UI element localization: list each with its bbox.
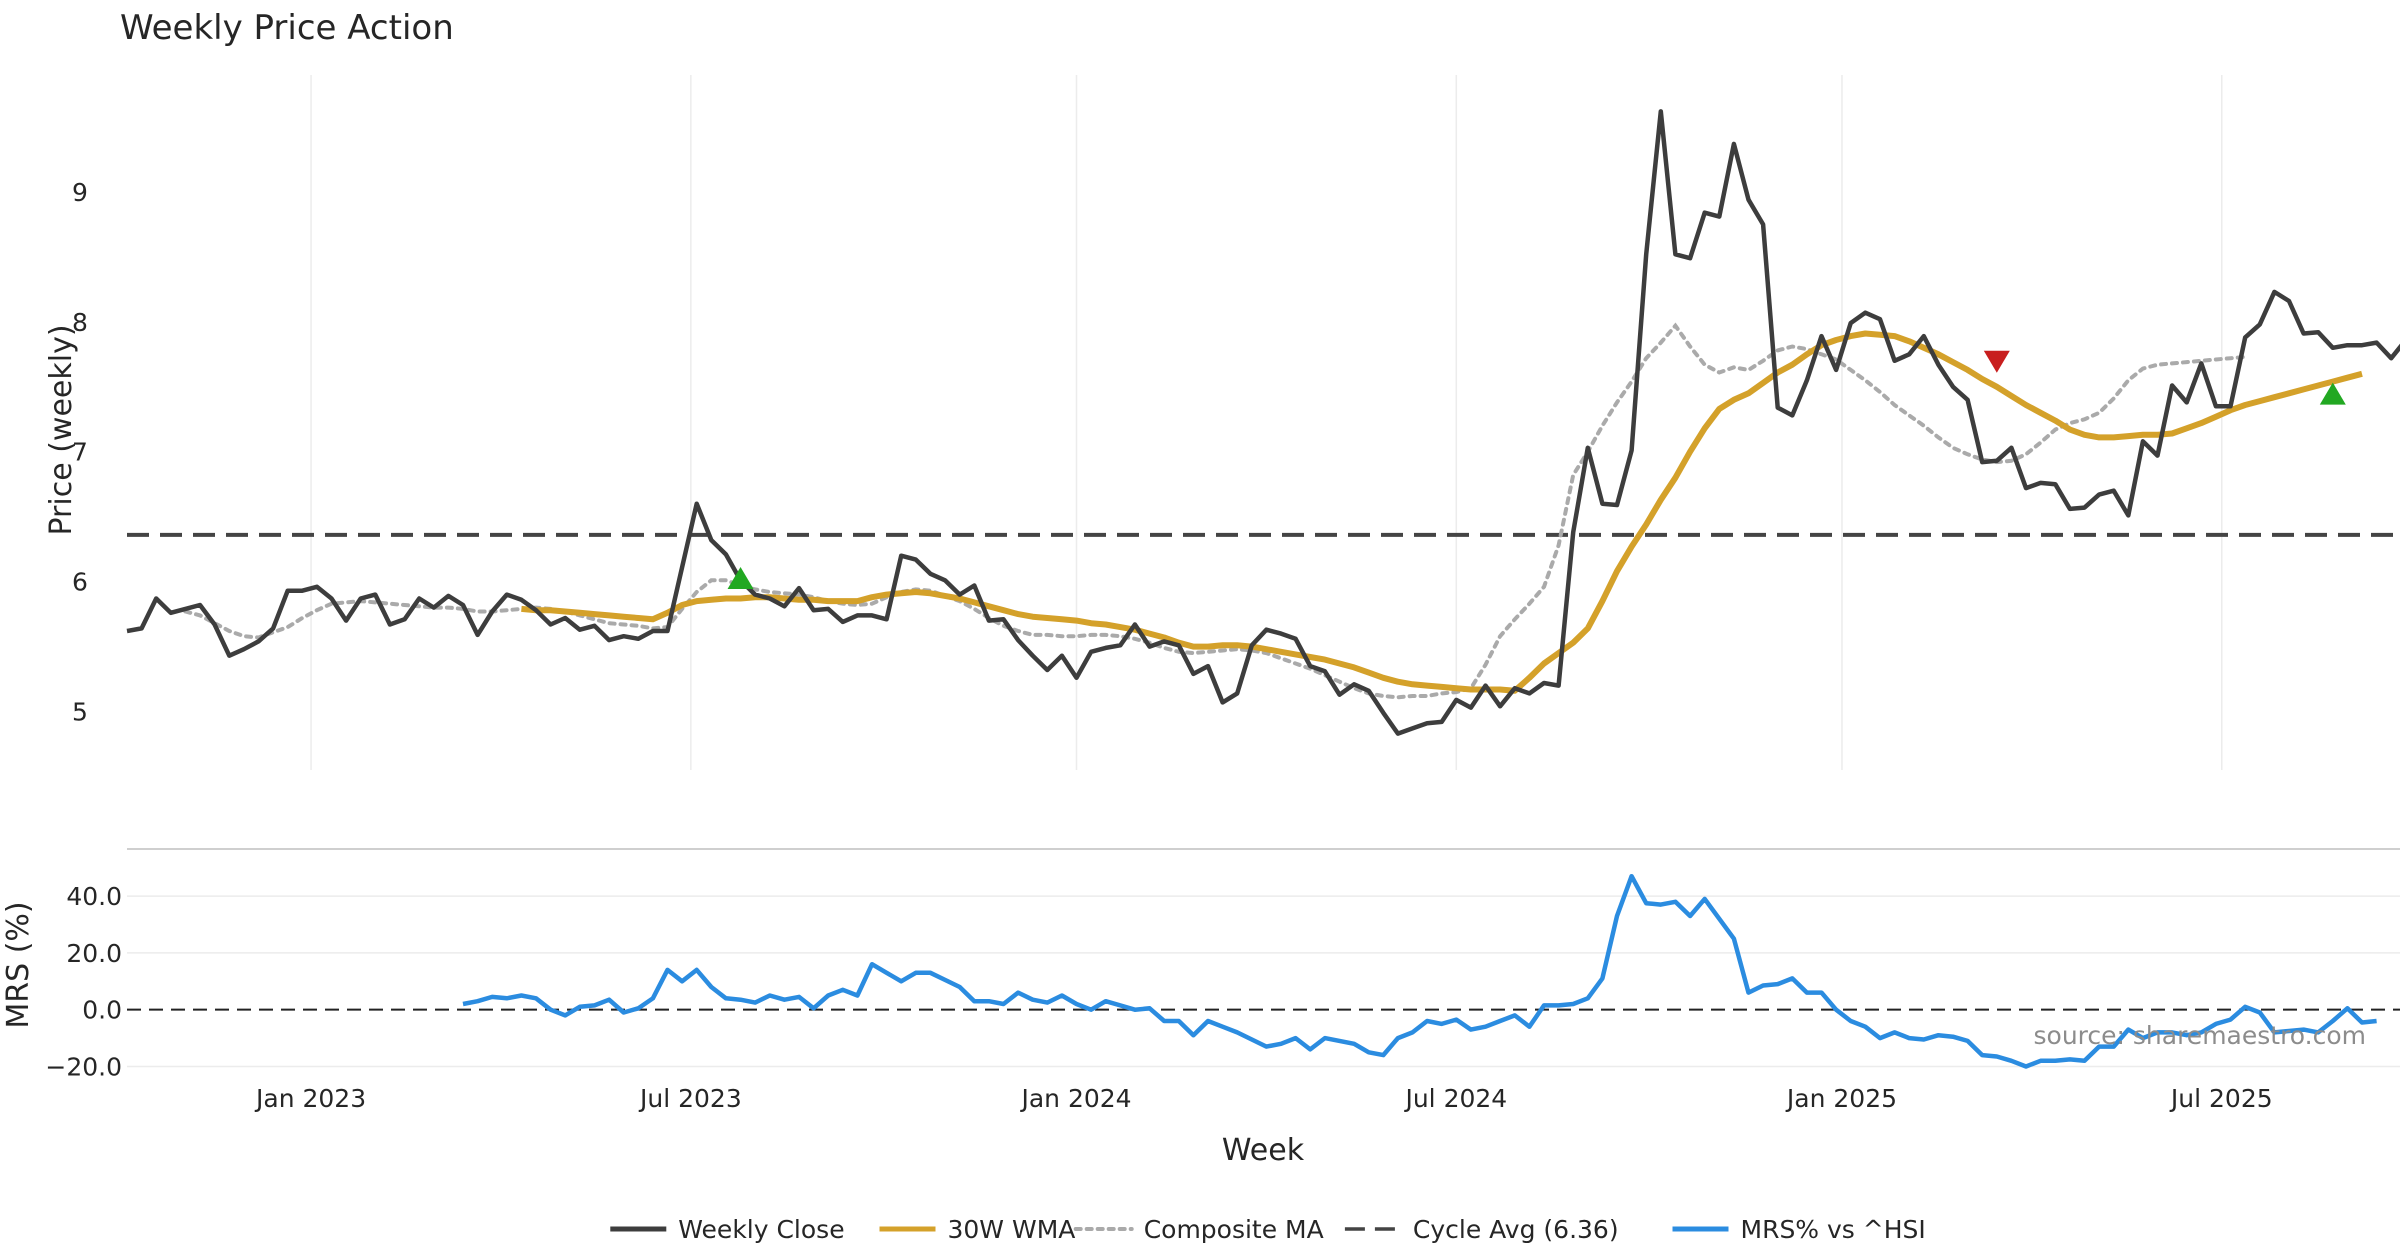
x-tick-label: Jul 2023	[638, 1084, 742, 1113]
mrs-y-tick-label: 20.0	[66, 939, 122, 968]
buy-signal-marker	[727, 567, 754, 590]
signal-markers	[727, 350, 2346, 590]
chart-title: Weekly Price Action	[120, 8, 454, 48]
mrs-y-tick-label: 40.0	[66, 882, 122, 911]
wma-30w-line	[521, 330, 2363, 694]
legend-label: Cycle Avg (6.36)	[1413, 1215, 1619, 1244]
buy-signal-marker	[2319, 382, 2346, 405]
legend-label: Composite MA	[1144, 1215, 1324, 1244]
price-gridlines	[310, 75, 2223, 770]
legend: Weekly Close 30W WMA Composite MA Cycle Avg…	[610, 1215, 1926, 1244]
price-panel: 5 6 7 8 9 Price (weekly)	[44, 75, 2400, 770]
mrs-panel: 40.0 20.0 0.0 −20.0 MRS (%) source: sharema…	[1, 848, 2400, 1081]
mrs-y-axis-label: MRS (%)	[1, 901, 36, 1028]
x-tick-label: Jan 2025	[1785, 1084, 1897, 1113]
mrs-line	[462, 873, 2377, 1069]
price-y-tick-label: 7	[72, 438, 88, 467]
price-y-tick-label: 5	[72, 698, 88, 727]
legend-label: 30W WMA	[948, 1215, 1076, 1244]
price-y-axis-label: Price (weekly)	[44, 324, 79, 535]
mrs-y-tick-label: −20.0	[45, 1052, 122, 1081]
x-tick-label: Jul 2025	[2169, 1084, 2273, 1113]
legend-label: Weekly Close	[678, 1215, 844, 1244]
source-note: source: sharemaestro.com	[2034, 1021, 2367, 1050]
composite-ma-line	[183, 322, 2248, 700]
mrs-y-tick-label: 0.0	[82, 996, 122, 1025]
x-axis-ticks: Jan 2023 Jul 2023 Jan 2024 Jul 2024 Jan 2025…	[254, 1084, 2273, 1113]
price-y-tick-label: 8	[72, 308, 88, 337]
weekly-close-line	[126, 109, 2400, 736]
price-y-ticks: 5 6 7 8 9	[72, 178, 88, 727]
price-y-tick-label: 9	[72, 178, 88, 207]
x-tick-label: Jan 2023	[254, 1084, 366, 1113]
price-y-tick-label: 6	[72, 568, 88, 597]
legend-label: MRS% vs ^HSI	[1741, 1215, 1926, 1244]
sell-signal-marker	[1983, 350, 2010, 373]
mrs-y-ticks: 40.0 20.0 0.0 −20.0	[45, 882, 122, 1081]
x-tick-label: Jul 2024	[1403, 1084, 1507, 1113]
x-axis-label: Week	[1222, 1133, 1305, 1168]
x-tick-label: Jan 2024	[1019, 1084, 1131, 1113]
